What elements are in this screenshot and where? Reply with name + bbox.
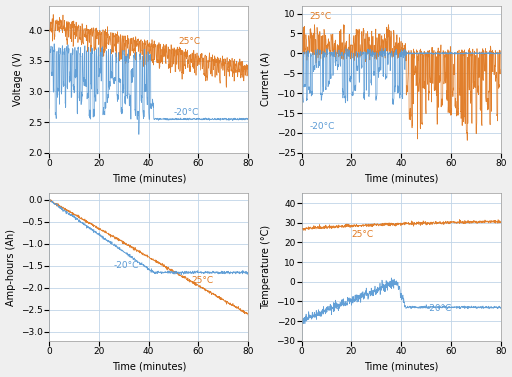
- X-axis label: Time (minutes): Time (minutes): [112, 362, 186, 371]
- Text: 25°C: 25°C: [191, 276, 213, 285]
- Y-axis label: Amp-hours (Ah): Amp-hours (Ah): [6, 228, 15, 305]
- Text: -20°C: -20°C: [114, 261, 139, 270]
- Text: 25°C: 25°C: [351, 230, 374, 239]
- X-axis label: Time (minutes): Time (minutes): [364, 174, 438, 184]
- X-axis label: Time (minutes): Time (minutes): [112, 174, 186, 184]
- Y-axis label: Temperature (°C): Temperature (°C): [261, 225, 271, 309]
- Text: -20°C: -20°C: [309, 122, 334, 131]
- Text: -20°C: -20°C: [174, 108, 199, 117]
- Text: 25°C: 25°C: [309, 12, 331, 21]
- X-axis label: Time (minutes): Time (minutes): [364, 362, 438, 371]
- Text: 25°C: 25°C: [179, 37, 201, 46]
- Text: -20°C: -20°C: [426, 304, 452, 313]
- Y-axis label: Voltage (V): Voltage (V): [13, 52, 23, 106]
- Y-axis label: Current (A): Current (A): [261, 52, 271, 106]
